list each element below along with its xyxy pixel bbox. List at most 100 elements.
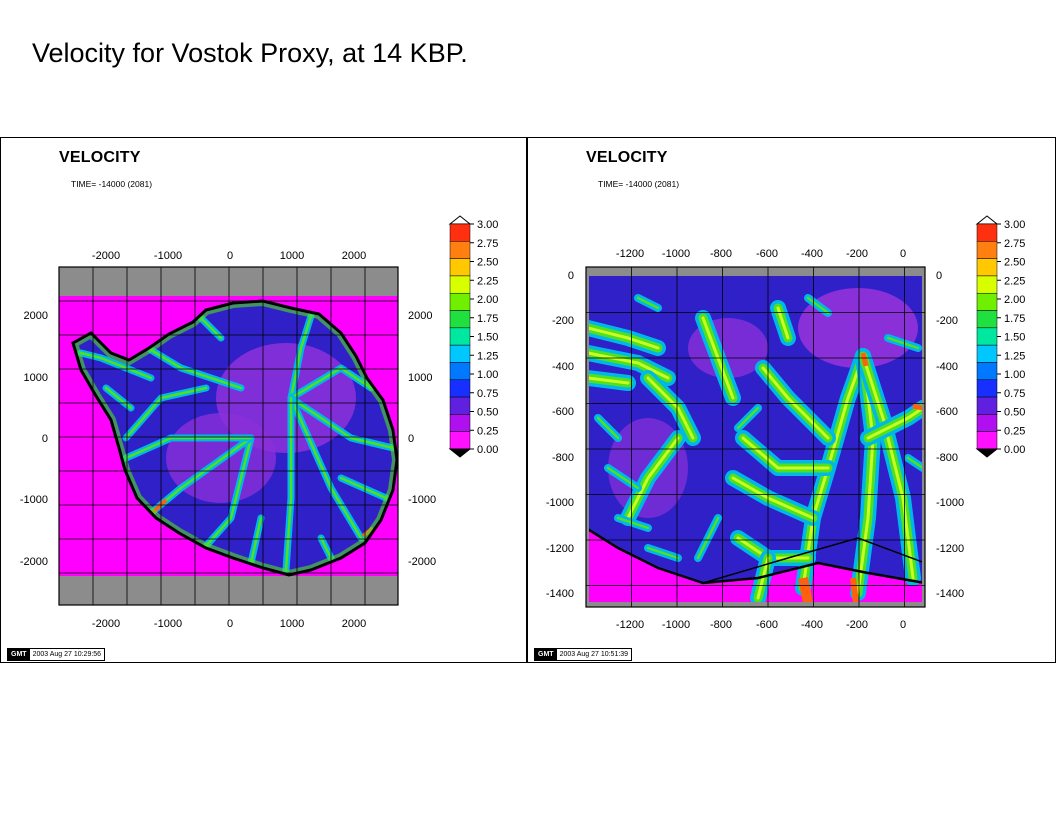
colorbar-swatch <box>976 310 998 329</box>
panel-time-label: TIME= -14000 (2081) <box>598 179 680 189</box>
colorbar-label: 2.75 <box>477 238 498 250</box>
coastline <box>589 528 922 585</box>
colorbar-label: 1.25 <box>477 350 498 362</box>
axis-tick-right: -2000 <box>408 556 436 568</box>
colorbar-swatch <box>449 310 471 329</box>
axis-tick-top: -400 <box>801 248 823 260</box>
axis-tick-top: 0 <box>900 248 906 260</box>
axis-tick-bottom: -2000 <box>92 618 120 630</box>
colorbar-label: 2.00 <box>1004 294 1025 306</box>
axis-tick-bottom: -600 <box>756 619 778 631</box>
colorbar-swatch <box>449 327 471 346</box>
axis-tick-top: -800 <box>710 248 732 260</box>
axis-tick-bottom: -1200 <box>616 619 644 631</box>
colorbar-label: 2.25 <box>1004 275 1025 287</box>
colorbar-swatch <box>976 344 998 363</box>
gmt-logo: GMT <box>535 649 557 660</box>
colorbar-label: 2.25 <box>477 275 498 287</box>
colorbar-swatch <box>976 379 998 398</box>
axis-tick-top: -1000 <box>154 250 182 262</box>
colorbar-label: 0.00 <box>477 444 498 456</box>
axis-tick-right: -1200 <box>936 543 964 555</box>
colorbar-label: 0.25 <box>477 425 498 437</box>
axis-tick-bottom: -200 <box>846 619 868 631</box>
colorbar: 3.00 2.75 2.50 2.25 2.00 1.75 1.50 1.25 1.00 0.75… <box>448 215 498 458</box>
axis-tick-right: -400 <box>936 361 958 373</box>
axis-tick-right: 1000 <box>408 372 432 384</box>
map-figure: -2000 -1000 0 1000 2000 -2000 -1000 0 1000 2000 20… <box>20 215 498 630</box>
axis-tick-left: 0 <box>42 433 48 445</box>
colorbar-label: 2.50 <box>1004 257 1025 269</box>
axis-tick-left: -600 <box>552 406 574 418</box>
slide-title: Velocity for Vostok Proxy, at 14 KBP. <box>32 38 468 68</box>
colorbar-swatch <box>976 292 998 311</box>
axis-tick-left: -200 <box>552 315 574 327</box>
coastline <box>71 299 399 577</box>
colorbar-swatch <box>976 327 998 346</box>
colorbar-swatch <box>976 396 998 415</box>
axis-tick-left: -1000 <box>20 494 48 506</box>
colorbar-label: 1.75 <box>477 313 498 325</box>
axis-tick-top: -1200 <box>616 248 644 260</box>
colorbar-under-triangle <box>975 448 999 458</box>
gmt-date: 2003 Aug 27 10:29:56 <box>32 651 102 658</box>
axis-tick-bottom: -800 <box>710 619 732 631</box>
axis-tick-right: -1000 <box>936 497 964 509</box>
gmt-logo: GMT <box>8 649 30 660</box>
gmt-date: 2003 Aug 27 10:51:39 <box>559 651 629 658</box>
colorbar-label: 0.75 <box>1004 388 1025 400</box>
colorbar-label: 1.50 <box>477 332 498 344</box>
colorbar-label: 2.75 <box>1004 238 1025 250</box>
axis-tick-right: -1400 <box>936 588 964 600</box>
axis-tick-top: 0 <box>227 250 233 262</box>
axis-tick-left: -400 <box>552 361 574 373</box>
velocity-map-panel-antarctica: -2000 -1000 0 1000 2000 -2000 -1000 0 1000 2000 20… <box>0 137 527 663</box>
axis-tick-bottom: -400 <box>801 619 823 631</box>
axis-tick-top: -200 <box>846 248 868 260</box>
axis-tick-top: -2000 <box>92 250 120 262</box>
colorbar-swatch <box>976 223 998 242</box>
panel-title: VELOCITY <box>586 149 668 166</box>
colorbar-swatch <box>976 362 998 381</box>
colorbar-over-triangle <box>448 215 472 225</box>
colorbar-swatch <box>449 431 471 450</box>
colorbar-label: 0.50 <box>477 407 498 419</box>
colorbar-label: 0.25 <box>1004 425 1025 437</box>
axis-tick-right: 0 <box>936 270 942 282</box>
axis-tick-left: 2000 <box>24 310 48 322</box>
axis-tick-top: 1000 <box>280 250 304 262</box>
axis-tick-right: 2000 <box>408 310 432 322</box>
colorbar-label: 1.00 <box>477 369 498 381</box>
ocean-area <box>589 529 922 602</box>
axis-tick-top: -600 <box>756 248 778 260</box>
axis-tick-bottom: -1000 <box>662 619 690 631</box>
colorbar-swatch <box>976 241 998 259</box>
colorbar-swatch <box>449 275 471 294</box>
colorbar-label: 1.50 <box>1004 332 1025 344</box>
map-figure: -1200 -1000 -800 -600 -400 -200 0 -1200 -1000 -80… <box>546 215 1025 631</box>
colorbar: 3.00 2.75 2.50 2.25 2.00 1.75 1.50 1.25 1.00 0.75… <box>975 215 1025 458</box>
axis-tick-left: -800 <box>552 452 574 464</box>
axis-tick-left: 0 <box>568 270 574 282</box>
colorbar-swatch <box>976 431 998 450</box>
colorbar-label: 2.00 <box>477 294 498 306</box>
colorbar-swatch <box>976 258 998 277</box>
gmt-timestamp: GMT 2003 Aug 27 10:51:39 <box>534 648 633 661</box>
axis-tick-bottom: -1000 <box>154 618 182 630</box>
colorbar-swatch <box>976 414 998 432</box>
colorbar-swatch <box>449 292 471 311</box>
colorbar-label: 1.00 <box>1004 369 1025 381</box>
colorbar-label: 0.75 <box>477 388 498 400</box>
axis-tick-right: -1000 <box>408 494 436 506</box>
axis-tick-right: -600 <box>936 406 958 418</box>
colorbar-label: 3.00 <box>1004 219 1025 231</box>
colorbar-swatch <box>449 241 471 259</box>
colorbar-over-triangle <box>975 215 999 225</box>
fast-outlet <box>798 577 813 602</box>
axis-tick-bottom: 2000 <box>342 618 366 630</box>
panel-title: VELOCITY <box>59 149 141 166</box>
axis-tick-right: -200 <box>936 315 958 327</box>
colorbar-label: 0.50 <box>1004 407 1025 419</box>
colorbar-label: 1.75 <box>1004 313 1025 325</box>
axis-tick-top: 2000 <box>342 250 366 262</box>
